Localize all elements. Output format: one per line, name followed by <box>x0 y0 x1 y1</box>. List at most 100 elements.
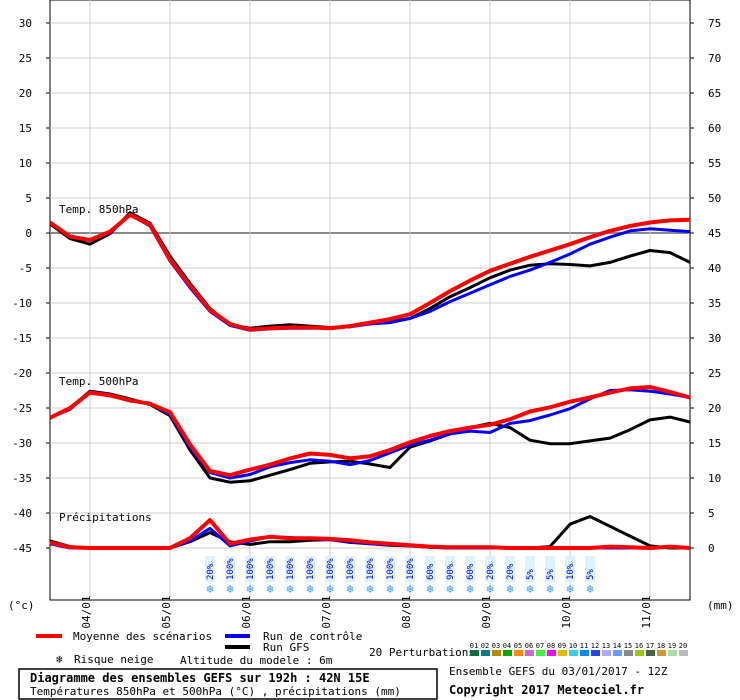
right-tick-label: 50 <box>708 192 721 205</box>
perturbation-swatch <box>547 650 556 656</box>
copyright: Copyright 2017 Meteociel.fr <box>449 683 644 697</box>
right-tick-label: 60 <box>708 122 721 135</box>
series-lines <box>48 211 691 550</box>
left-tick-label: 15 <box>19 122 32 135</box>
perturbation-label: 04 <box>503 642 511 650</box>
snow-risk-percent: 100% <box>386 558 396 580</box>
snow-icon: ❄ <box>446 582 453 596</box>
left-tick-label: -10 <box>12 297 32 310</box>
snow-risk-percent: 5% <box>526 569 536 580</box>
date-tick-label: 04/01 <box>80 595 93 628</box>
left-tick-label: -15 <box>12 332 32 345</box>
perturbation-label: 03 <box>492 642 500 650</box>
snow-risk-cell <box>445 556 455 582</box>
snow-risk-cell <box>485 556 495 582</box>
snow-risk-cell <box>565 556 575 582</box>
legend-mean-label: Moyenne des scénarios <box>73 630 212 643</box>
snow-risk-cell <box>545 556 555 582</box>
perturbation-swatch <box>569 650 578 656</box>
legend: Moyenne des scénarios Run de contrôle Ru… <box>36 630 688 667</box>
snow-icon: ❄ <box>226 582 233 596</box>
snow-risk-cell <box>365 556 375 582</box>
perturbation-label: 07 <box>536 642 544 650</box>
snow-risk-percent: 100% <box>306 558 316 580</box>
right-tick-label: 70 <box>708 52 721 65</box>
right-tick-label: 55 <box>708 157 721 170</box>
left-tick-label: 30 <box>19 17 32 30</box>
perturbation-swatch <box>635 650 644 656</box>
snow-risk-cell <box>265 556 275 582</box>
panel-label-t850: Temp. 850hPa <box>59 203 138 216</box>
info-box-title: Diagramme des ensembles GEFS sur 192h : … <box>30 671 370 685</box>
run-info: Ensemble GEFS du 03/01/2017 - 12Z <box>449 665 668 678</box>
perturbation-label: 08 <box>547 642 555 650</box>
perturbations-label: 20 Perturbations <box>369 646 475 659</box>
right-tick-label: 45 <box>708 227 721 240</box>
snow-icon: ❄ <box>266 582 273 596</box>
plot-frame <box>49 0 691 601</box>
left-tick-label: 20 <box>19 87 32 100</box>
snow-risk-percent: 20% <box>506 563 516 580</box>
date-tick-label: 05/01 <box>160 595 173 628</box>
date-tick-label: 09/01 <box>480 595 493 628</box>
left-tick-label: 10 <box>19 157 32 170</box>
left-tick-label: -5 <box>19 262 32 275</box>
perturbation-swatch <box>679 650 688 656</box>
info-box <box>18 668 438 700</box>
snow-risk-percent: 5% <box>546 569 556 580</box>
perturbation-label: 06 <box>525 642 533 650</box>
left-tick-label: -45 <box>12 542 32 555</box>
snow-icon: ❄ <box>426 582 433 596</box>
left-tick-label: -25 <box>12 402 32 415</box>
right-tick-label: 15 <box>708 437 721 450</box>
snow-icon: ❄ <box>306 582 313 596</box>
snow-risk-cell <box>525 556 535 582</box>
snow-risk-cell <box>245 556 255 582</box>
legend-gfs-label: Run GFS <box>263 641 309 654</box>
perturbation-label: 14 <box>613 642 621 650</box>
perturbation-swatch <box>591 650 600 656</box>
perturbation-label: 10 <box>569 642 577 650</box>
perturbation-label: 01 <box>470 642 478 650</box>
snow-icon: ❄ <box>466 582 473 596</box>
snow-risk-cell <box>285 556 295 582</box>
snow-risk-cell <box>385 556 395 582</box>
snow-risk-percent: 20% <box>486 563 496 580</box>
model-altitude-label: Altitude du modele : 6m <box>180 654 333 667</box>
right-tick-label: 0 <box>708 542 715 555</box>
perturbation-swatch <box>481 650 490 656</box>
perturbation-swatches: 01 02 03 04 05 06 07 08 09 10 11 12 13 14 15 16 17 18 19 20 <box>470 642 688 656</box>
snow-icon: ❄ <box>246 582 253 596</box>
snow-icon: ❄ <box>526 582 533 596</box>
snow-risk-percent: 100% <box>326 558 336 580</box>
perturbation-swatch <box>536 650 545 656</box>
snow-risk-percent: 60% <box>466 563 476 580</box>
snow-risk-cell <box>585 556 595 582</box>
right-tick-label: 25 <box>708 367 721 380</box>
left-tick-label: -40 <box>12 507 32 520</box>
right-tick-label: 35 <box>708 297 721 310</box>
snow-risk-cell <box>345 556 355 582</box>
snow-risk-row: 20% ❄ 100% ❄ 100% ❄ 100% ❄ 100% ❄ 100% ❄ 100% ❄ 100% ❄ 1… <box>205 556 596 596</box>
perturbation-label: 19 <box>668 642 676 650</box>
snow-risk-percent: 100% <box>286 558 296 580</box>
right-tick-label: 5 <box>708 507 715 520</box>
left-tick-label: -30 <box>12 437 32 450</box>
snow-risk-percent: 10% <box>566 563 576 580</box>
date-tick-label: 08/01 <box>400 595 413 628</box>
perturbation-label: 15 <box>624 642 632 650</box>
perturbation-swatch <box>503 650 512 656</box>
panel-label-precip: Précipitations <box>59 511 152 524</box>
snow-risk-percent: 5% <box>586 569 596 580</box>
perturbation-label: 11 <box>580 642 588 650</box>
perturbation-swatch <box>525 650 534 656</box>
right-tick-label: 65 <box>708 87 721 100</box>
snow-risk-cell <box>425 556 435 582</box>
perturbation-label: 20 <box>679 642 687 650</box>
perturbation-swatch <box>580 650 589 656</box>
perturbation-swatch <box>558 650 567 656</box>
left-unit-label: (°c) <box>8 599 35 612</box>
perturbation-label: 18 <box>657 642 665 650</box>
